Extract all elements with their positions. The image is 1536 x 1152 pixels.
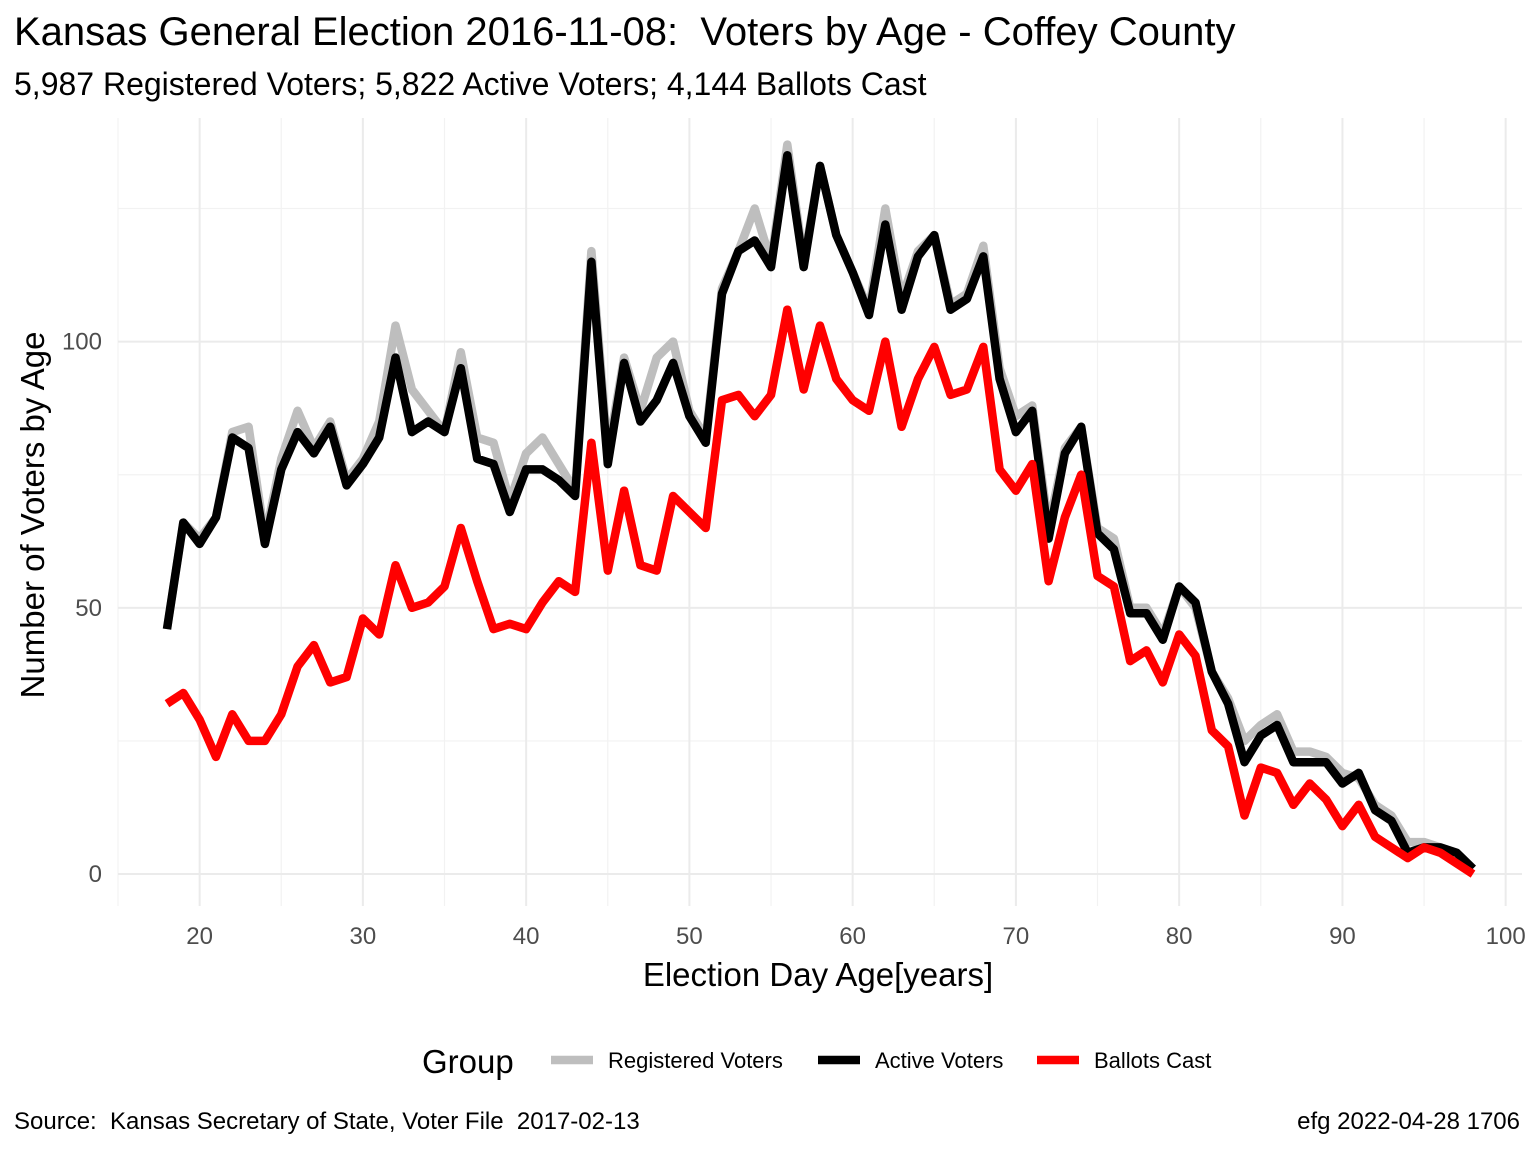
series-lines xyxy=(162,140,1476,878)
chart-title: Kansas General Election 2016-11-08: Vote… xyxy=(14,10,1236,54)
x-tick-label: 40 xyxy=(513,923,540,950)
chart-subtitle: 5,987 Registered Voters; 5,822 Active Vo… xyxy=(14,66,927,102)
x-tick-label: 60 xyxy=(839,923,866,950)
x-tick-label: 30 xyxy=(350,923,377,950)
x-tick-label: 70 xyxy=(1003,923,1030,950)
y-axis-title: Number of Voters by Age xyxy=(14,332,51,699)
y-tick-label: 100 xyxy=(62,329,102,356)
legend-label-ballots-cast: Ballots Cast xyxy=(1094,1048,1211,1073)
y-tick-label: 0 xyxy=(89,861,102,888)
x-axis-title: Election Day Age[years] xyxy=(643,956,993,993)
x-tick-label: 20 xyxy=(186,923,213,950)
legend-label-registered-voters: Registered Voters xyxy=(608,1048,783,1073)
series-line-active-voters xyxy=(162,151,1476,872)
legend-title: Group xyxy=(422,1043,514,1080)
x-tick-label: 100 xyxy=(1486,923,1526,950)
source-caption: Source: Kansas Secretary of State, Voter… xyxy=(14,1108,640,1135)
legend-label-active-voters: Active Voters xyxy=(875,1048,1003,1073)
tick-labels: 20 30 40 50 60 70 80 90 100 0 50 100 xyxy=(62,329,1526,950)
y-tick-label: 50 xyxy=(75,595,102,622)
legend: Group Registered Voters Active Voters Ball… xyxy=(422,1043,1211,1080)
x-tick-label: 80 xyxy=(1166,923,1193,950)
x-tick-label: 50 xyxy=(676,923,703,950)
series-line-ballots-cast xyxy=(164,305,1476,878)
author-caption: efg 2022-04-28 1706 xyxy=(1297,1108,1520,1135)
x-tick-label: 90 xyxy=(1329,923,1356,950)
